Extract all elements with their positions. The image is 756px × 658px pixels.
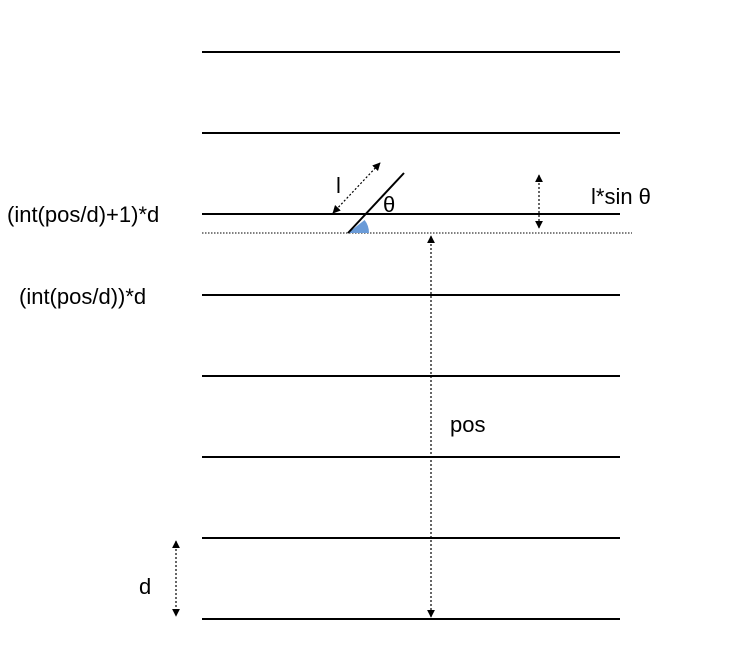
vertical-extent-label: l*sin θ (591, 184, 651, 209)
angle-label: θ (383, 192, 395, 217)
lower-line-label: (int(pos/d))*d (19, 284, 146, 309)
needle-length-arrow (332, 162, 381, 214)
spacing-label: d (139, 574, 151, 599)
upper-line-label: (int(pos/d)+1)*d (7, 202, 159, 227)
needle-length-label: l (336, 173, 341, 198)
position-label: pos (450, 412, 485, 437)
angle-wedge (348, 220, 370, 233)
parallel-lines (202, 51, 620, 620)
needle (347, 172, 405, 234)
